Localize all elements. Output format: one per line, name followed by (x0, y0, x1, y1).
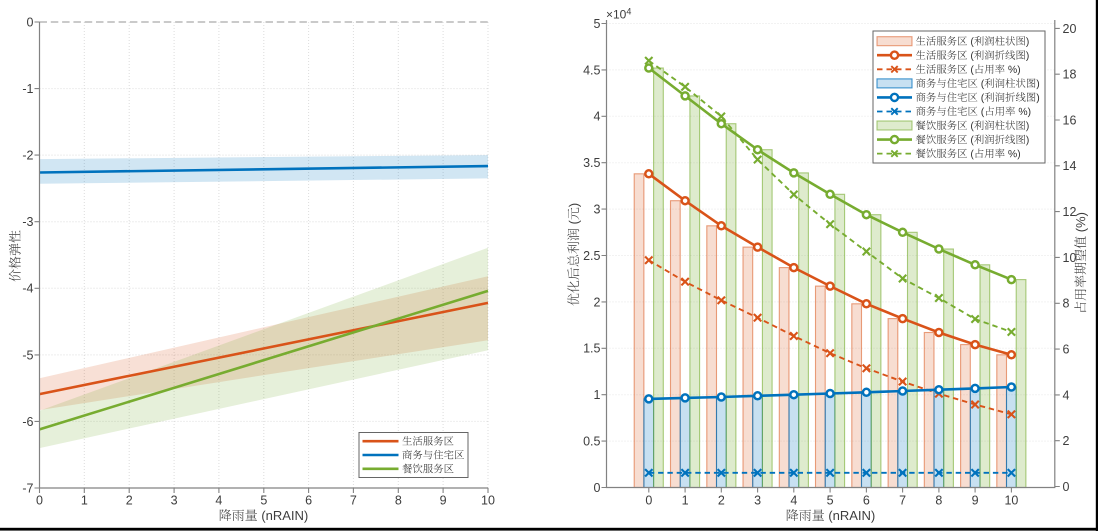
svg-text:3: 3 (594, 203, 601, 217)
svg-text:-4: -4 (22, 282, 33, 296)
svg-text:7: 7 (899, 494, 906, 508)
svg-text:-2: -2 (22, 149, 33, 163)
svg-text:2: 2 (126, 494, 133, 508)
svg-text:2: 2 (718, 494, 725, 508)
svg-text:4: 4 (594, 110, 601, 124)
svg-text:×104: ×104 (606, 7, 631, 22)
svg-text:8: 8 (395, 494, 402, 508)
svg-text:20: 20 (1063, 22, 1077, 36)
svg-text:12: 12 (1063, 205, 1077, 219)
svg-text:4: 4 (790, 494, 797, 508)
svg-text:7: 7 (350, 494, 357, 508)
svg-text:6: 6 (1063, 343, 1070, 357)
svg-text:1: 1 (682, 494, 689, 508)
svg-text:6: 6 (863, 494, 870, 508)
svg-text:1: 1 (594, 388, 601, 402)
svg-text:6: 6 (305, 494, 312, 508)
svg-text:10: 10 (1063, 251, 1077, 265)
svg-text:4.5: 4.5 (583, 63, 600, 77)
svg-text:10: 10 (1004, 494, 1018, 508)
svg-text:3: 3 (754, 494, 761, 508)
svg-text:5: 5 (827, 494, 834, 508)
svg-text:0: 0 (27, 15, 34, 29)
svg-text:1.5: 1.5 (583, 342, 600, 356)
svg-text:9: 9 (440, 494, 447, 508)
svg-text:-5: -5 (22, 348, 33, 362)
svg-text:0: 0 (594, 481, 601, 495)
svg-text:2.5: 2.5 (583, 249, 600, 263)
svg-text:9: 9 (972, 494, 979, 508)
svg-text:3.5: 3.5 (583, 156, 600, 170)
svg-text:4: 4 (215, 494, 222, 508)
svg-text:2: 2 (594, 295, 601, 309)
svg-text:10: 10 (481, 494, 495, 508)
svg-text:2: 2 (1063, 434, 1070, 448)
svg-text:18: 18 (1063, 68, 1077, 82)
svg-text:8: 8 (1063, 297, 1070, 311)
svg-text:0.5: 0.5 (583, 435, 600, 449)
svg-text:-1: -1 (22, 82, 33, 96)
svg-text:8: 8 (935, 494, 942, 508)
svg-text:-3: -3 (22, 215, 33, 229)
svg-text:4: 4 (1063, 388, 1070, 402)
svg-text:-6: -6 (22, 415, 33, 429)
svg-text:0: 0 (1063, 480, 1070, 494)
svg-text:14: 14 (1063, 159, 1077, 173)
svg-text:1: 1 (81, 494, 88, 508)
svg-text:0: 0 (36, 494, 43, 508)
svg-text:5: 5 (260, 494, 267, 508)
svg-text:16: 16 (1063, 113, 1077, 127)
svg-text:-7: -7 (22, 481, 33, 495)
svg-text:0: 0 (645, 494, 652, 508)
svg-text:3: 3 (171, 494, 178, 508)
svg-text:5: 5 (594, 17, 601, 31)
